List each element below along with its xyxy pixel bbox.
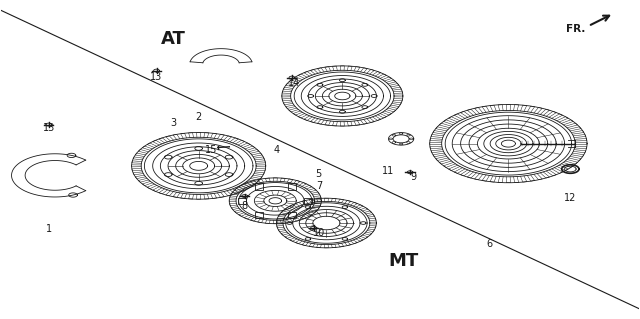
Text: 2: 2: [196, 112, 202, 122]
Text: 5: 5: [315, 169, 321, 179]
Text: 13: 13: [42, 123, 54, 133]
Text: 8: 8: [241, 201, 248, 211]
Text: 13: 13: [150, 72, 163, 82]
Text: 3: 3: [170, 118, 176, 128]
Text: 10: 10: [312, 227, 325, 238]
Text: 7: 7: [316, 182, 323, 191]
Text: 9: 9: [411, 172, 417, 182]
Text: 4: 4: [273, 145, 280, 155]
Text: MT: MT: [388, 252, 418, 270]
Text: 11: 11: [382, 166, 394, 176]
Text: 15: 15: [205, 145, 218, 155]
Text: 12: 12: [564, 193, 577, 203]
Text: 1: 1: [46, 224, 52, 234]
Text: AT: AT: [161, 30, 186, 48]
Text: 6: 6: [486, 239, 492, 249]
Text: 14: 14: [288, 78, 300, 88]
Text: FR.: FR.: [566, 24, 585, 34]
